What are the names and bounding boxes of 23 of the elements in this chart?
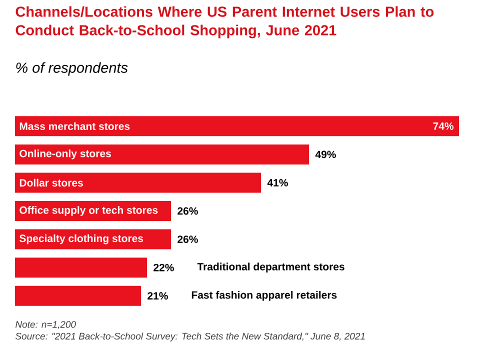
y-tick-label: Dollar stores — [20, 178, 83, 187]
y-tick-label: Traditional department stores — [197, 262, 344, 272]
data-label: 74% — [433, 122, 454, 130]
text: Note: n=1,200 — [16, 321, 76, 329]
chart-subtitle: % of respondents — [16, 62, 128, 76]
y-tick-label: Specialty clothing stores — [20, 234, 144, 244]
bar — [15, 172, 262, 193]
data-label: 21% — [148, 292, 168, 300]
data-label: 22% — [154, 264, 174, 272]
y-tick-label: Fast fashion apparel retailers — [192, 290, 337, 301]
data-label: 26% — [178, 236, 198, 244]
bar — [15, 116, 460, 136]
source-note: Source: "2021 Back-to-School Survey: Tech Sets the New Standard," June 8, 2021 — [15, 332, 365, 342]
bar — [15, 286, 142, 306]
data-label: 49% — [315, 150, 336, 158]
data-label: 26% — [178, 207, 198, 215]
bar — [15, 144, 310, 164]
chart-title: Channels/Locations Where US Parent Internet Users Plan to Conduct Back-to-School Shopping, June 2021 — [16, 6, 434, 38]
y-tick-label: Mass merchant stores — [20, 122, 130, 130]
data-label: 41% — [267, 179, 288, 186]
bar — [15, 258, 148, 278]
y-tick-label: Online-only stores — [20, 150, 111, 160]
y-tick-label: Office supply or tech stores — [20, 206, 158, 216]
